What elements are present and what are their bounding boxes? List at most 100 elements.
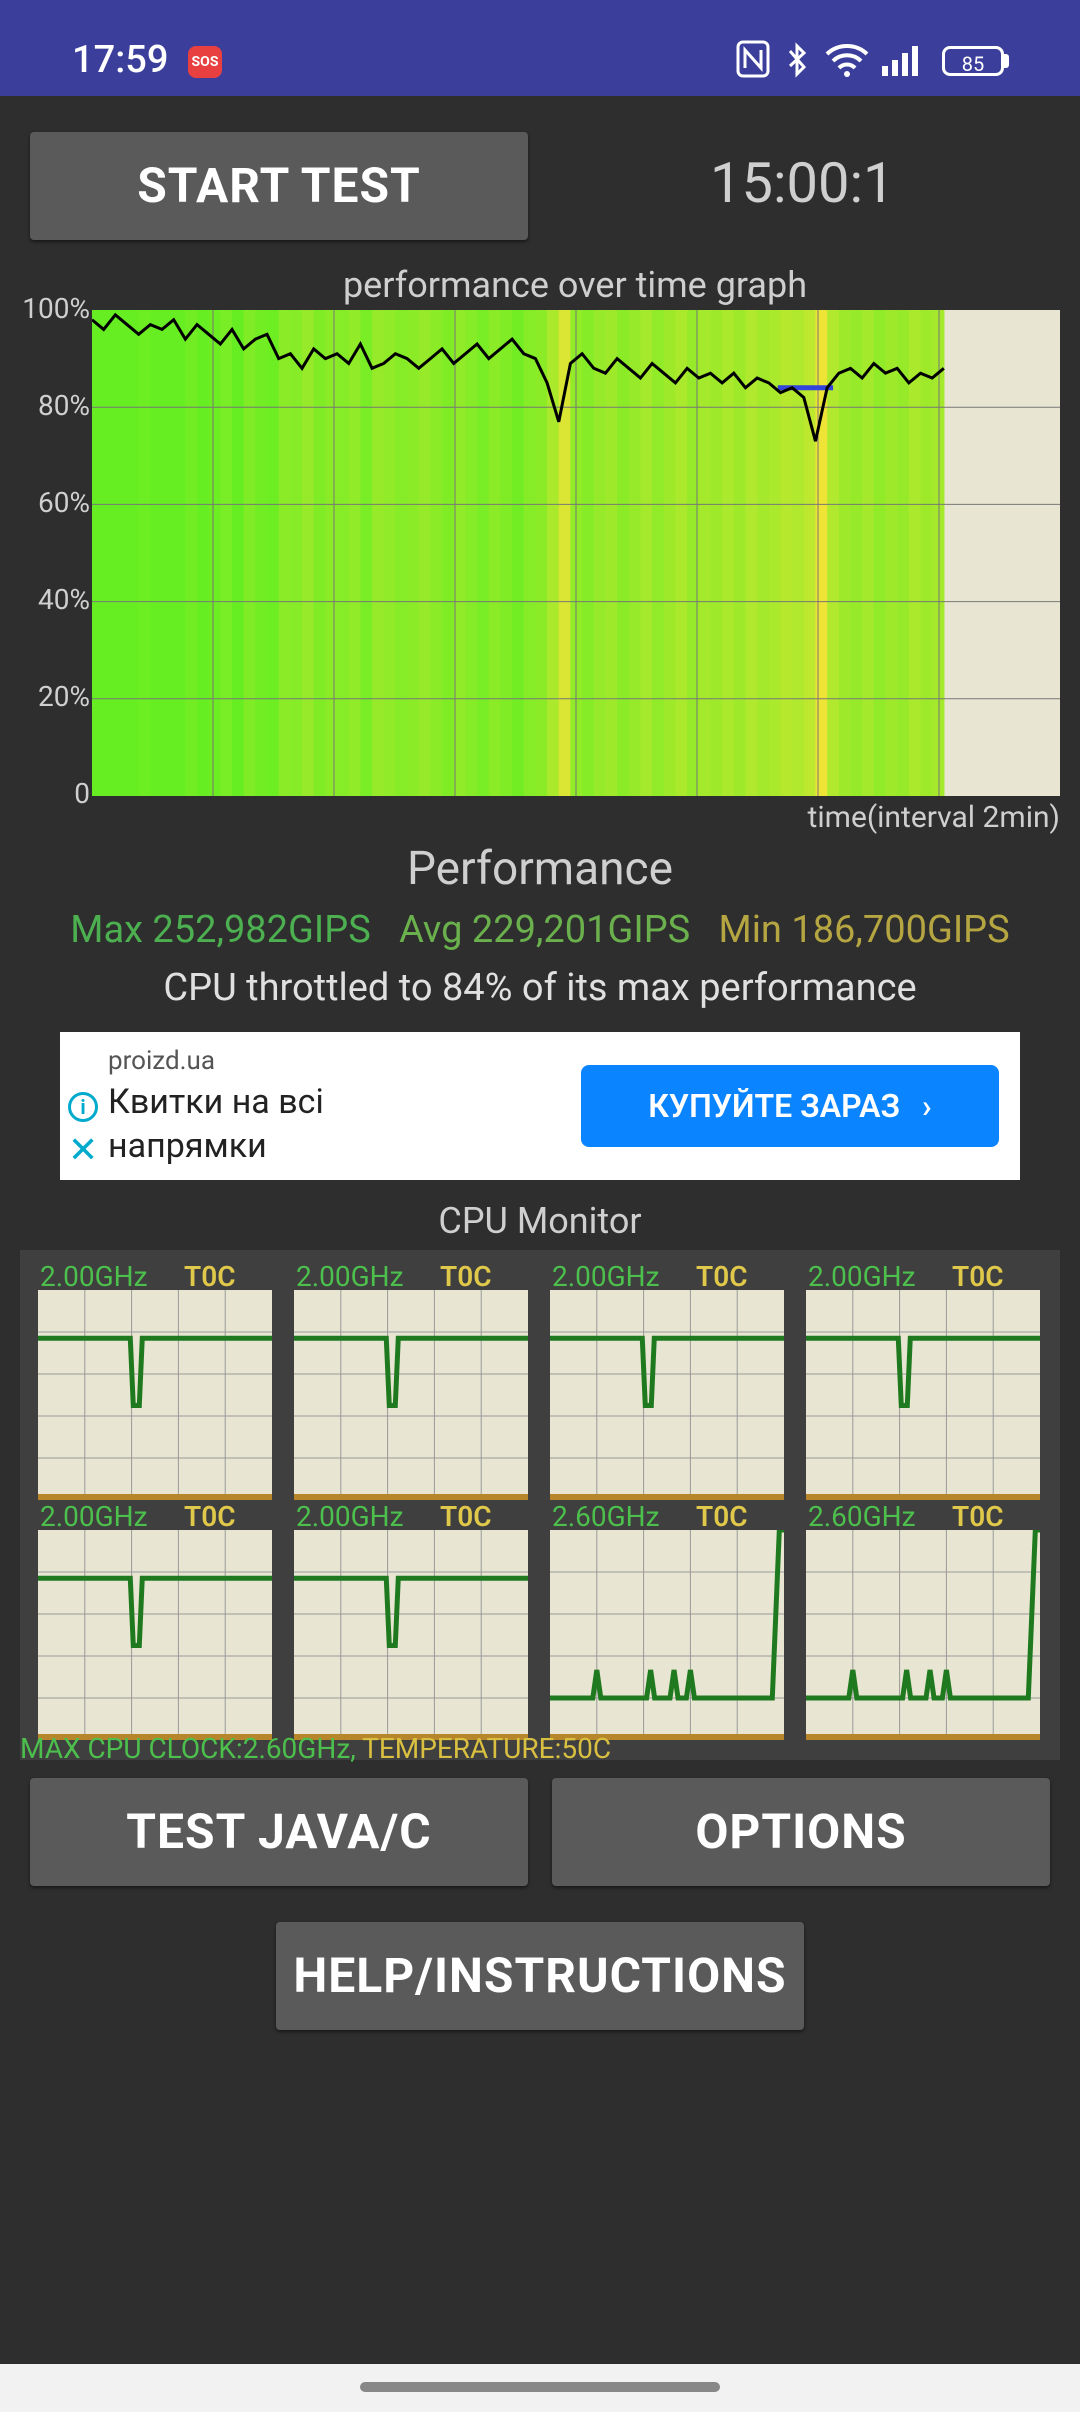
y-tick-60: 60% <box>38 486 90 519</box>
graph-title: performance over time graph <box>342 264 808 306</box>
core-graph <box>38 1530 272 1740</box>
cpu-temperature: TEMPERATURE:50C <box>355 1732 612 1765</box>
performance-stats: Max 252,982GIPS Avg 229,201GIPS Min 186,… <box>0 908 1080 952</box>
performance-stripe <box>628 310 642 796</box>
performance-stripe <box>617 310 630 796</box>
cpu-monitor-panel: 2.00GHz T0C 2.00GHz T0C 2.00GHz T0C 2.00GHz T0C… <box>20 1250 1060 1760</box>
timer: 15:00:1 <box>710 150 895 216</box>
ad-cta-button[interactable]: КУПУЙТЕ ЗАРАЗ › <box>581 1065 999 1147</box>
performance-stripe <box>313 310 326 796</box>
performance-stripe <box>302 310 315 796</box>
core-chart <box>38 1290 272 1500</box>
nfc-icon <box>736 40 770 80</box>
y-tick-80: 80% <box>38 389 90 422</box>
performance-stripe <box>547 310 560 796</box>
performance-stripe <box>768 310 782 796</box>
core-frequency: 2.60GHz <box>808 1500 916 1533</box>
performance-stripe <box>325 310 338 796</box>
performance-stripe <box>757 310 770 796</box>
core-chart <box>550 1527 784 1740</box>
performance-stripe <box>290 310 303 796</box>
core-frequency-line <box>294 1335 528 1408</box>
performance-stripe <box>430 310 443 796</box>
core-temperature: T0C <box>696 1260 748 1293</box>
performance-stripe <box>442 310 455 796</box>
help-instructions-button[interactable]: HELP/INSTRUCTIONS <box>276 1922 804 2030</box>
performance-stripe <box>150 310 163 796</box>
performance-stripe <box>407 310 420 796</box>
core-baseline <box>550 1494 784 1500</box>
core-chart <box>550 1290 784 1500</box>
core-graph <box>806 1527 1040 1740</box>
core-frequency: 2.00GHz <box>296 1500 404 1533</box>
performance-stripe <box>873 310 887 796</box>
performance-stripe <box>780 310 793 796</box>
y-tick-40: 40% <box>38 583 90 616</box>
core-frequency: 2.00GHz <box>296 1260 404 1293</box>
performance-stripe <box>570 310 583 796</box>
performance-stripe <box>395 310 408 796</box>
status-time: 17:59 <box>72 38 169 82</box>
options-button[interactable]: OPTIONS <box>552 1778 1050 1886</box>
performance-stripe <box>103 310 116 796</box>
core-baseline <box>806 1734 1040 1740</box>
performance-stripe <box>278 310 291 796</box>
info-icon[interactable]: i <box>68 1092 98 1122</box>
performance-stripe <box>523 310 537 796</box>
sos-icon: SOS <box>188 46 222 78</box>
performance-stripe <box>827 310 840 796</box>
performance-stripe <box>477 310 490 796</box>
performance-stripe <box>243 310 256 796</box>
performance-stripe <box>255 310 268 796</box>
start-test-button[interactable]: START TEST <box>30 132 528 240</box>
performance-stripe <box>640 310 653 796</box>
status-bar <box>0 0 1080 96</box>
core-frequency-line <box>294 1575 528 1648</box>
core-graph <box>294 1530 528 1740</box>
core-frequency-line <box>550 1527 784 1701</box>
performance-stripe <box>663 310 677 796</box>
core-frequency: 2.60GHz <box>552 1500 660 1533</box>
core-baseline <box>38 1494 272 1500</box>
performance-stripe <box>453 310 467 796</box>
core-baseline <box>550 1734 784 1740</box>
ad-banner[interactable]: proizd.ua i ✕ Квитки на всі напрямки КУП… <box>60 1032 1020 1180</box>
avg-stat: Avg 229,201GIPS <box>399 908 691 952</box>
core-graph <box>550 1527 784 1740</box>
performance-stripe <box>383 310 396 796</box>
close-icon[interactable]: ✕ <box>68 1129 99 1171</box>
performance-stripe <box>138 310 151 796</box>
home-gesture-handle[interactable] <box>360 2382 720 2392</box>
core-temperature: T0C <box>184 1260 236 1293</box>
performance-stripe <box>745 310 758 796</box>
cpu-core-3: 2.00GHz T0C <box>806 1260 1040 1500</box>
performance-stripe <box>593 310 607 796</box>
core-frequency-line <box>806 1527 1040 1701</box>
core-chart <box>38 1530 272 1740</box>
performance-stripe <box>792 310 805 796</box>
performance-stripe <box>127 310 140 796</box>
test-java-c-button[interactable]: TEST JAVA/C <box>30 1778 528 1886</box>
core-temperature: T0C <box>184 1500 236 1533</box>
y-tick-20: 20% <box>38 680 90 713</box>
core-temperature: T0C <box>440 1500 492 1533</box>
performance-stripe <box>558 310 572 796</box>
performance-stripe <box>115 310 128 796</box>
performance-stripe <box>605 310 618 796</box>
core-baseline <box>294 1494 528 1500</box>
wifi-icon <box>824 40 870 80</box>
battery-icon: 85 <box>942 46 1004 76</box>
y-tick-0: 0 <box>74 777 90 810</box>
performance-stripe <box>687 310 700 796</box>
core-temperature: T0C <box>952 1500 1004 1533</box>
performance-stripe <box>173 310 186 796</box>
performance-stripe <box>803 310 817 796</box>
performance-stripe <box>488 310 502 796</box>
cpu-core-5: 2.00GHz T0C <box>294 1500 528 1740</box>
performance-stripe <box>838 310 852 796</box>
performance-stripe <box>698 310 712 796</box>
performance-stripe <box>337 310 350 796</box>
core-baseline <box>294 1734 528 1740</box>
performance-stripe <box>418 310 432 796</box>
core-temperature: T0C <box>952 1260 1004 1293</box>
